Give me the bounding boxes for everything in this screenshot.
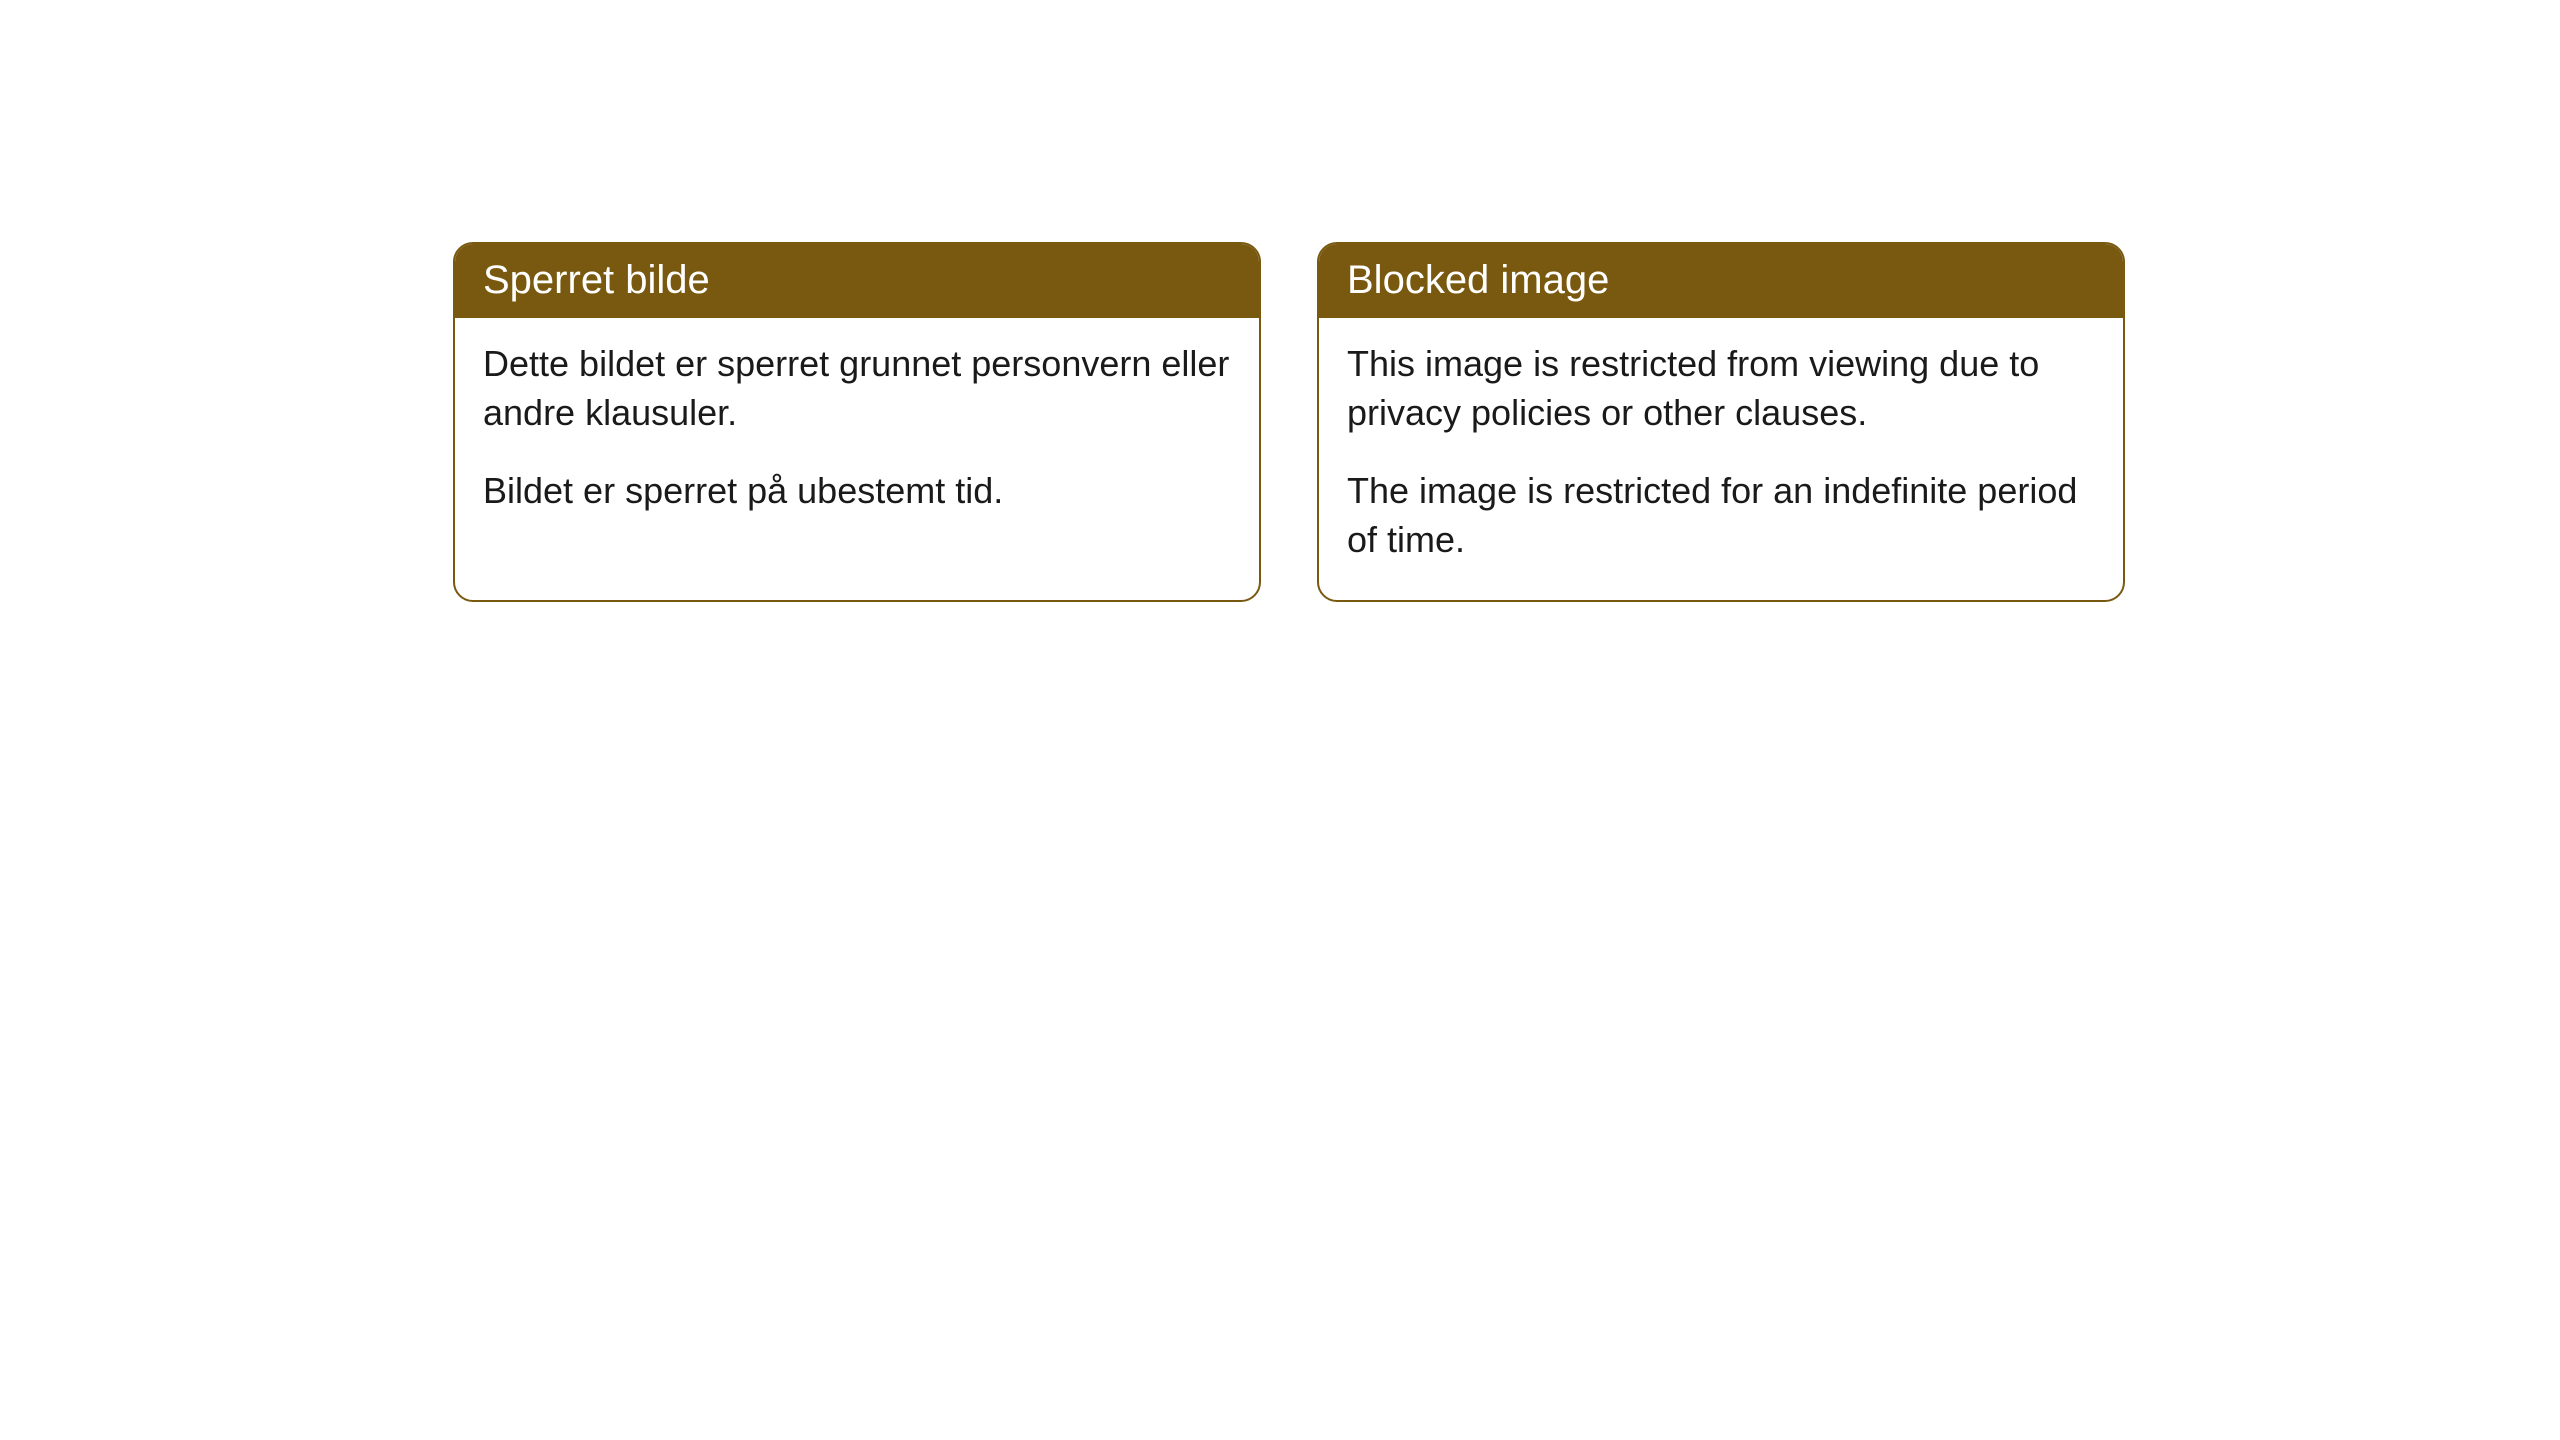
notice-card-norwegian: Sperret bilde Dette bildet er sperret gr… [453,242,1261,602]
notice-paragraph: This image is restricted from viewing du… [1347,340,2095,437]
notice-title: Sperret bilde [483,258,710,302]
notice-header: Sperret bilde [455,244,1259,318]
notice-container: Sperret bilde Dette bildet er sperret gr… [453,242,2125,602]
notice-title: Blocked image [1347,258,1609,302]
notice-paragraph: The image is restricted for an indefinit… [1347,467,2095,564]
notice-body: Dette bildet er sperret grunnet personve… [455,318,1259,552]
notice-body: This image is restricted from viewing du… [1319,318,2123,600]
notice-header: Blocked image [1319,244,2123,318]
notice-paragraph: Bildet er sperret på ubestemt tid. [483,467,1231,516]
notice-card-english: Blocked image This image is restricted f… [1317,242,2125,602]
notice-paragraph: Dette bildet er sperret grunnet personve… [483,340,1231,437]
